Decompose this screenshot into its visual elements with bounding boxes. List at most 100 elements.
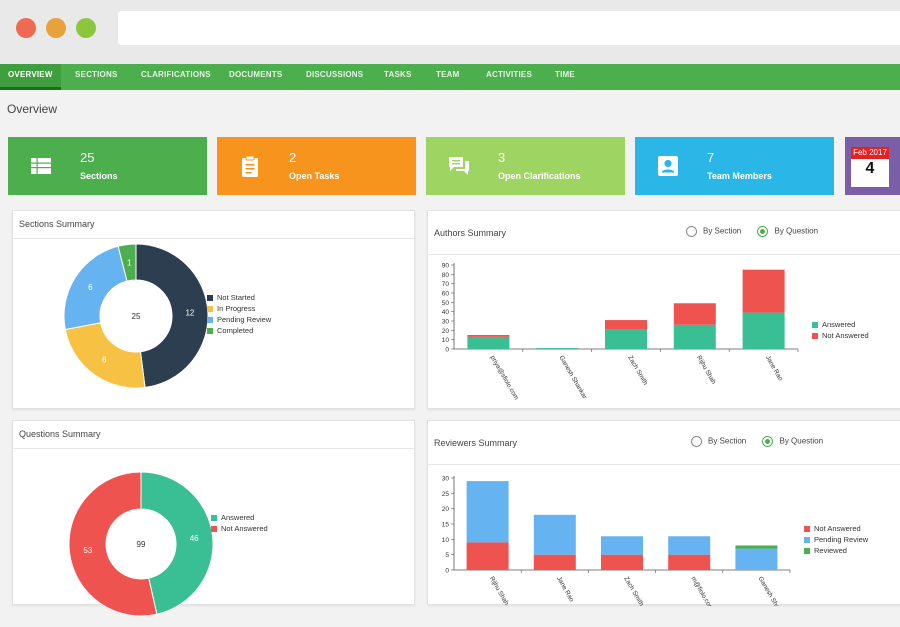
tab-overview[interactable]: OVERVIEW: [0, 64, 61, 90]
radio-by-question[interactable]: By Question: [757, 226, 818, 237]
x-tick-label: Zach Smith: [622, 576, 645, 607]
window-maximize-button[interactable]: [76, 18, 96, 38]
legend-label: Not Started: [217, 293, 255, 302]
legend-label: Pending Review: [217, 315, 272, 324]
tab-sections[interactable]: SECTIONS: [75, 70, 118, 79]
questions-summary-panel: Questions Summary 46 53 99 Answered Not An…: [12, 420, 416, 617]
open-tasks-stat-card[interactable]: 2 Open Tasks: [217, 137, 416, 195]
main-nav: OVERVIEW SECTIONS CLARIFICATIONS DOCUMEN…: [0, 64, 900, 90]
bar-not-answered[interactable]: [533, 554, 576, 570]
x-tick-label: Ganesh Shankar: [557, 355, 588, 401]
x-tick-label: Rijhu Shah: [488, 576, 510, 607]
calendar-widget[interactable]: Feb 2017 4: [845, 137, 900, 195]
tab-tasks[interactable]: TASKS: [384, 70, 412, 79]
panel-title: Sections Summary: [19, 219, 95, 229]
slice-value-label: 6: [102, 356, 107, 365]
divider: [428, 464, 900, 465]
y-tick-label: 20: [442, 328, 450, 335]
window-minimize-button[interactable]: [46, 18, 66, 38]
tab-clarifications[interactable]: CLARIFICATIONS: [141, 70, 211, 79]
y-tick-label: 40: [442, 309, 450, 316]
bar-pending-review[interactable]: [668, 536, 711, 555]
table-icon: [31, 158, 51, 174]
y-tick-label: 0: [445, 568, 449, 575]
bar-pending-review[interactable]: [466, 481, 509, 543]
bar-answered[interactable]: [742, 312, 785, 349]
y-tick-label: 30: [442, 319, 450, 326]
slice-completed[interactable]: [117, 243, 137, 282]
open-clarifications-stat-card[interactable]: 3 Open Clarifications: [426, 137, 625, 195]
divider: [13, 448, 416, 449]
radio-button[interactable]: [762, 436, 774, 447]
y-tick-label: 5: [445, 552, 449, 559]
legend-answered: Answered: [812, 320, 855, 329]
legend-label: Answered: [822, 320, 856, 329]
legend-swatch: [211, 515, 217, 522]
legend-swatch: [804, 537, 810, 544]
tab-documents[interactable]: DOCUMENTS: [229, 70, 283, 79]
bar-not-answered[interactable]: [467, 335, 510, 337]
donut-center-label: 99: [137, 540, 146, 549]
legend-swatch: [207, 328, 213, 335]
calendar-icon: Feb 2017 4: [851, 147, 889, 187]
authors-summary-panel: Authors Summary By Section By Question 0…: [427, 210, 900, 409]
legend-swatch: [804, 548, 810, 555]
radio-button[interactable]: [691, 436, 702, 447]
tab-discussions[interactable]: DISCUSSIONS: [306, 70, 364, 79]
radio-button[interactable]: [686, 226, 697, 237]
team-members-stat-card[interactable]: 7 Team Members: [635, 137, 834, 195]
reviewers-summary-panel: Reviewers Summary By Section By Question…: [427, 420, 900, 607]
bar-not-answered[interactable]: [668, 554, 711, 570]
bar-pending-review[interactable]: [735, 548, 778, 570]
calendar-month: Feb 2017: [851, 147, 889, 159]
bar-not-answered[interactable]: [601, 554, 643, 570]
tab-team[interactable]: TEAM: [436, 70, 460, 79]
browser-chrome: [0, 0, 900, 64]
bar-answered[interactable]: [467, 336, 510, 349]
slice-not-started[interactable]: [135, 243, 209, 388]
bar-answered[interactable]: [605, 329, 647, 349]
radio-by-section[interactable]: By Section: [686, 226, 741, 237]
slice-not-answered[interactable]: [68, 471, 158, 617]
legend-not-answered: Not Answered: [211, 524, 268, 533]
tab-activities[interactable]: ACTIVITIES: [486, 70, 533, 79]
bar-reviewed[interactable]: [735, 545, 778, 549]
radio-by-section[interactable]: By Section: [691, 436, 746, 447]
bar-pending-review[interactable]: [533, 514, 576, 555]
sections-summary-panel: Sections Summary 12 6 6 1 25 Not Started In …: [12, 210, 416, 409]
bar-answered[interactable]: [673, 324, 716, 349]
bar-answered[interactable]: [536, 348, 579, 349]
team-members-label: Team Members: [707, 171, 772, 181]
y-tick-label: 10: [442, 337, 450, 344]
legend-label: Reviewed: [814, 546, 847, 555]
legend-not-started: Not Started: [207, 293, 255, 302]
y-tick-label: 15: [442, 522, 450, 529]
legend-swatch: [207, 306, 213, 313]
slice-in-progress[interactable]: [64, 322, 146, 389]
radio-by-question[interactable]: By Question: [762, 436, 823, 447]
reviewers-bar-chart: 0 5 10 15 20 25 30 Rijhu Shah Jane Rao Zach Smith…: [442, 476, 791, 607]
bar-not-answered[interactable]: [605, 320, 647, 330]
bar-not-answered[interactable]: [742, 269, 785, 313]
panel-title: Authors Summary: [434, 228, 507, 238]
contact-card-icon: [658, 156, 678, 176]
y-tick-label: 0: [445, 347, 449, 354]
legend-swatch: [804, 526, 810, 533]
bar-not-answered[interactable]: [466, 542, 509, 570]
bar-not-answered[interactable]: [673, 303, 716, 325]
window-close-button[interactable]: [16, 18, 36, 38]
legend-label: Answered: [221, 513, 255, 522]
slice-value-label: 1: [127, 258, 132, 267]
sections-stat-card[interactable]: 25 Sections: [8, 137, 207, 195]
panel-title: Questions Summary: [19, 429, 101, 439]
legend-answered: Answered: [211, 513, 254, 522]
y-tick-label: 60: [442, 291, 450, 298]
donut-center-label: 25: [132, 312, 141, 321]
bar-pending-review[interactable]: [601, 536, 643, 555]
slice-pending-review[interactable]: [63, 245, 128, 331]
radio-button[interactable]: [757, 226, 769, 237]
legend-swatch: [812, 333, 818, 340]
tab-time[interactable]: TIME: [555, 70, 575, 79]
address-bar[interactable]: [118, 11, 900, 45]
authors-view-toggle: By Section By Question: [686, 226, 832, 237]
